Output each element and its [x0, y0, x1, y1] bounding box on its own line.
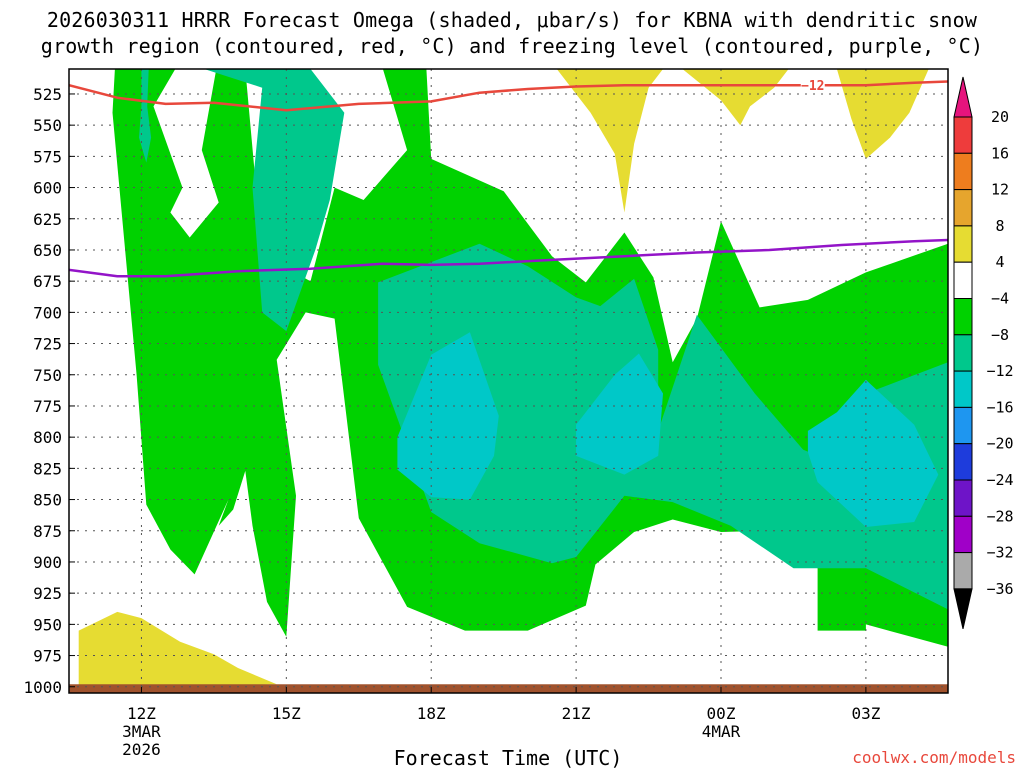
colorbar-swatch	[953, 479, 973, 517]
colorbar-label: −24	[986, 471, 1013, 489]
plot-frame	[68, 68, 949, 694]
x-tick-date: 3MAR	[122, 722, 161, 741]
colorbar-swatch	[953, 189, 973, 227]
colorbar-label: −36	[986, 580, 1013, 598]
shaded-region-neg12-4	[397, 332, 499, 500]
chart-subtitle: growth region (contoured, red, °C) and f…	[40, 34, 984, 58]
credit-text: coolwx.com/models	[852, 748, 1016, 767]
x-tick-date: 4MAR	[702, 722, 741, 741]
y-tick-label: 975	[33, 647, 62, 666]
y-tick-label: 600	[33, 179, 62, 198]
y-tick-label: 850	[33, 491, 62, 510]
y-tick-label: 625	[33, 210, 62, 229]
y-tick-label: 525	[33, 85, 62, 104]
x-tick-label: 00Z	[707, 704, 736, 723]
colorbar-label: −16	[986, 398, 1013, 416]
dendritic-contour	[69, 80, 948, 112]
y-tick-label: 550	[33, 116, 62, 135]
chart-title: 2026030311 HRRR Forecast Omega (shaded, …	[46, 8, 978, 32]
y-tick-label: 700	[33, 303, 62, 322]
colorbar-label: 12	[991, 181, 1009, 199]
colorbar-label: −4	[991, 290, 1009, 308]
shaded-region-neg8-3	[378, 243, 948, 610]
colorbar-label: −8	[991, 326, 1009, 344]
colorbar-bottom-arrow	[953, 588, 973, 630]
contour-label: −12	[801, 79, 824, 94]
colorbar-label: −28	[986, 507, 1013, 525]
colorbar-swatch	[953, 552, 973, 590]
contour-lines: −12	[69, 77, 948, 278]
colorbar-swatch	[953, 406, 973, 445]
y-tick-label: 725	[33, 335, 62, 354]
contour-label-bg	[800, 77, 825, 94]
shaded-region-neg12-5	[576, 353, 663, 475]
colorbar-swatch	[953, 261, 973, 300]
ground-strip	[69, 684, 948, 693]
shaded-region-neg8-1	[204, 69, 345, 332]
y-tick-label: 925	[33, 584, 62, 603]
shaded-region-4-10	[78, 611, 277, 687]
colorbar-label: −20	[986, 435, 1013, 453]
colorbar-label: −32	[986, 544, 1013, 562]
colorbar-swatch	[953, 334, 973, 372]
y-tick-label: 575	[33, 147, 62, 166]
colorbar-top-arrow	[953, 76, 973, 118]
colorbar-swatch	[953, 152, 973, 191]
x-tick-year: 2026	[122, 740, 161, 759]
colorbar-label: 4	[995, 253, 1004, 271]
shaded-region-4-7	[556, 69, 663, 213]
colorbar-swatch	[953, 443, 973, 481]
y-tick-label: 825	[33, 459, 62, 478]
shaded-region-neg8-2	[139, 69, 152, 163]
y-tick-label: 650	[33, 241, 62, 260]
x-tick-label: 03Z	[851, 704, 880, 723]
y-tick-label: 875	[33, 522, 62, 541]
y-tick-label: 900	[33, 553, 62, 572]
colorbar-label: 16	[991, 144, 1009, 162]
shaded-omega-regions	[69, 69, 948, 693]
colorbar-swatch	[953, 298, 973, 336]
shaded-region-4-9	[836, 69, 929, 159]
colorbar-swatch	[953, 370, 973, 408]
y-tick-label: 950	[33, 615, 62, 634]
colorbar-label: 20	[991, 108, 1009, 126]
colorbar-swatch	[953, 515, 973, 554]
y-tick-label: 800	[33, 428, 62, 447]
colorbar: 20 16 12 8 4 −4 −8 −12 −16 −20 −24 −28 −32 −36	[953, 76, 1014, 630]
shaded-region-4-8	[682, 69, 789, 126]
y-tick-label: 675	[33, 272, 62, 291]
y-tick-label: 750	[33, 366, 62, 385]
colorbar-label: −12	[986, 362, 1013, 380]
x-tick-label: 21Z	[562, 704, 591, 723]
x-tick-label: 12Z	[127, 704, 156, 723]
gridlines	[69, 69, 948, 693]
x-tick-label: 18Z	[417, 704, 446, 723]
x-tick-label: 15Z	[272, 704, 301, 723]
freezing-contour	[69, 238, 948, 278]
shaded-region-neg12-6	[807, 379, 939, 527]
colorbar-swatch	[953, 116, 973, 154]
colorbar-label: 8	[995, 217, 1004, 235]
y-tick-label: 1000	[23, 678, 62, 697]
y-tick-label: 775	[33, 397, 62, 416]
axes: 525 550 575 600 625 650 675 700 725 750 775 800 825 8…	[23, 85, 880, 759]
colorbar-swatch	[953, 225, 973, 263]
x-axis-label: Forecast Time (UTC)	[394, 746, 623, 768]
